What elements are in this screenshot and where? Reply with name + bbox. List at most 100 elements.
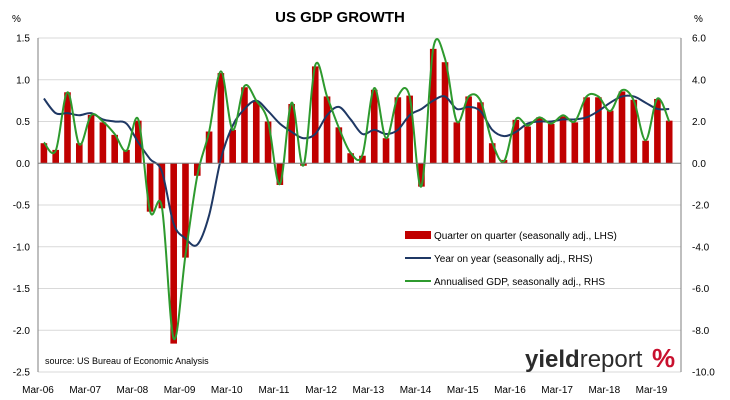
x-tick-label: Mar-08 (117, 385, 149, 396)
left-unit-label: % (12, 14, 21, 25)
y-tick-right: 4.0 (692, 75, 706, 86)
bar (87, 114, 95, 164)
x-tick-label: Mar-18 (588, 385, 620, 396)
bar (252, 101, 260, 164)
bar (276, 163, 284, 185)
legend-label-bar: Quarter on quarter (seasonally adj., LHS… (434, 231, 617, 242)
yieldreport-logo: yieldreport % (525, 343, 675, 373)
bar (465, 96, 472, 164)
bar (64, 92, 71, 164)
y-tick-left: 1.5 (16, 34, 30, 45)
bar (111, 134, 118, 164)
bar (453, 122, 461, 164)
x-tick-label: Mar-17 (541, 385, 573, 396)
bar (559, 116, 567, 164)
y-tick-left: -2.0 (13, 326, 31, 337)
bar (40, 143, 48, 164)
x-tick-label: Mar-11 (258, 385, 289, 396)
bar (288, 103, 295, 164)
bar (217, 73, 225, 164)
bar (347, 153, 354, 164)
bar (193, 163, 201, 176)
bar (99, 122, 107, 164)
x-tick-label: Mar-15 (447, 385, 479, 396)
gridlines (38, 37, 681, 373)
x-tick-label: Mar-19 (636, 385, 668, 396)
bar (536, 117, 543, 164)
bar (52, 149, 60, 164)
y-tick-left: 0.0 (16, 159, 30, 170)
line-series (43, 38, 671, 341)
y-tick-right: -2.0 (692, 201, 710, 212)
bar (477, 102, 484, 164)
bar (146, 163, 154, 212)
logo-percent-sign: % (652, 343, 675, 373)
bar (406, 95, 413, 164)
chart-title: US GDP GROWTH (275, 9, 405, 26)
bar (158, 163, 166, 209)
bar (264, 121, 272, 164)
bar (512, 119, 520, 164)
bar (630, 99, 638, 164)
bar (595, 97, 602, 164)
x-tick-label: Mar-12 (305, 385, 337, 396)
x-tick-label: Mar-16 (494, 385, 526, 396)
bar (418, 163, 425, 187)
bar (606, 110, 614, 164)
x-tick-label: Mar-09 (164, 385, 196, 396)
line-annualised-gdp (43, 38, 671, 341)
axes: 1.5 6.0 1.0 4.0 0.5 2.0 0.0 0.0 -0.5 -2.0 -1.0 -4.0… (13, 34, 715, 397)
y-tick-left: -2.5 (13, 368, 31, 379)
bar (547, 124, 555, 164)
svg-text:yieldreport: yieldreport (525, 346, 643, 373)
x-tick-label: Mar-14 (400, 385, 432, 396)
y-tick-left: -1.5 (13, 284, 31, 295)
y-tick-right: -4.0 (692, 242, 710, 253)
legend-swatch-bar (405, 231, 431, 239)
y-tick-left: 1.0 (16, 75, 30, 86)
x-tick-label: Mar-06 (22, 385, 54, 396)
line-year-on-year (43, 94, 670, 247)
bar (205, 131, 213, 164)
bar (583, 97, 590, 164)
source-note: source: US Bureau of Economic Analysis (45, 356, 209, 366)
y-tick-left: -1.0 (13, 242, 31, 253)
legend-label-yoy: Year on year (seasonally adj., RHS) (434, 254, 593, 265)
logo-text-yield: yield (525, 346, 580, 373)
bar (335, 127, 343, 164)
logo-text-report: report (580, 346, 643, 373)
bar (524, 126, 531, 164)
bar (642, 140, 649, 164)
y-tick-right: 0.0 (692, 159, 706, 170)
y-tick-right: 2.0 (692, 117, 706, 128)
bar (665, 120, 673, 164)
bar (654, 98, 661, 164)
bar (429, 48, 437, 164)
legend: Quarter on quarter (seasonally adj., LHS… (405, 231, 617, 288)
bar (229, 129, 236, 164)
bar (441, 62, 449, 164)
bar (618, 91, 626, 164)
bar (311, 66, 319, 164)
bar (241, 87, 248, 164)
legend-label-annualised: Annualised GDP, seasonally adj., RHS (434, 277, 605, 288)
x-tick-label: Mar-10 (211, 385, 243, 396)
y-tick-right: 6.0 (692, 34, 706, 45)
y-tick-right: -6.0 (692, 284, 710, 295)
x-tick-label: Mar-13 (353, 385, 385, 396)
y-tick-left: 0.5 (16, 117, 30, 128)
bar (370, 89, 378, 164)
bar (75, 143, 83, 164)
y-tick-right: -10.0 (692, 368, 715, 379)
bar (359, 155, 366, 164)
bar (488, 143, 496, 164)
bar (123, 149, 130, 164)
bar (382, 138, 390, 164)
bar (571, 122, 579, 164)
y-tick-left: -0.5 (13, 201, 31, 212)
x-tick-label: Mar-07 (69, 385, 101, 396)
right-unit-label: % (694, 14, 703, 25)
bar (323, 96, 331, 164)
